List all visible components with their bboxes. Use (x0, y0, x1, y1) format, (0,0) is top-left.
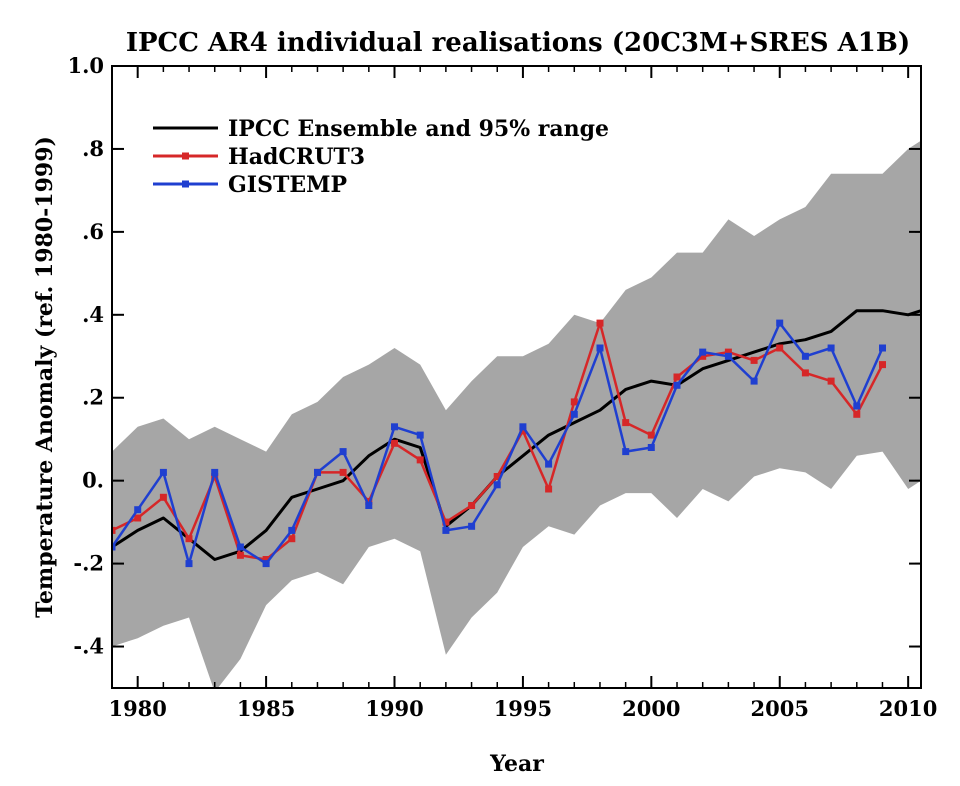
x-tick-label: 2005 (751, 696, 809, 721)
legend-label: HadCRUT3 (228, 144, 365, 170)
plot-frame (111, 65, 922, 689)
hadcrut3-point (159, 493, 167, 501)
band-layer (112, 140, 921, 688)
legend: IPCC Ensemble and 95% rangeHadCRUT3GISTE… (153, 116, 609, 198)
gistemp-point (339, 448, 347, 456)
gistemp-point (288, 526, 296, 534)
gistemp-point (211, 468, 219, 476)
gistemp-point (493, 481, 501, 489)
gistemp-point (314, 468, 321, 476)
gistemp-point (134, 506, 142, 514)
x-tick-label: 1980 (108, 696, 166, 721)
gistemp-point (391, 423, 398, 431)
hadcrut3-point (673, 373, 681, 381)
hadcrut3-point (801, 369, 809, 377)
hadcrut3-point (776, 344, 784, 352)
gistemp-point (776, 319, 784, 327)
chart-title: IPCC AR4 individual realisations (20C3M+… (126, 28, 910, 58)
gistemp-point (673, 381, 681, 389)
x-axis-label: Year (489, 751, 544, 777)
gistemp-point (879, 344, 886, 352)
y-axis-label: Temperature Anomaly (ref. 1980-1999) (32, 136, 58, 618)
hadcrut3-point (262, 556, 270, 563)
gistemp-series (112, 319, 886, 568)
hadcrut3-point (647, 431, 655, 439)
gistemp-point (596, 344, 604, 352)
gistemp-point (112, 543, 116, 551)
y-tick-label: -.4 (73, 634, 104, 659)
gistemp-point (750, 377, 758, 385)
legend-item-gistemp: GISTEMP (153, 172, 347, 198)
gistemp-point (570, 410, 578, 418)
hadcrut3-point (493, 473, 501, 480)
hadcrut3-point (185, 535, 193, 543)
hadcrut3-point (365, 497, 373, 505)
hadcrut3-point (339, 468, 347, 476)
y-tick-label: .8 (82, 136, 104, 161)
gistemp-point (622, 448, 630, 456)
hadcrut3-point (236, 551, 244, 559)
gistemp-point (801, 352, 809, 360)
legend-item-hadcrut3: HadCRUT3 (153, 144, 365, 170)
gistemp-point (519, 423, 527, 431)
hadcrut3-point (288, 535, 296, 543)
ipcc-ensemble-line (112, 309, 921, 561)
gistemp-point (365, 502, 373, 509)
hadcrut3-point (442, 518, 450, 526)
ensemble-95-range-band (112, 140, 921, 688)
gistemp-point (699, 348, 707, 356)
hadcrut3-point (416, 456, 424, 464)
gistemp-point (724, 352, 732, 360)
gistemp-point (647, 444, 655, 451)
x-tick-label: 1985 (237, 696, 295, 721)
series-layer (112, 309, 921, 568)
legend-swatch-marker (182, 180, 189, 188)
gistemp-point (442, 526, 450, 534)
gistemp-point (468, 522, 476, 530)
legend-swatch-marker (182, 152, 189, 160)
hadcrut3-point (519, 427, 527, 435)
hadcrut3-point (134, 514, 142, 522)
x-tick-label: 1995 (494, 696, 552, 721)
y-tick-label: .6 (82, 219, 104, 244)
gistemp-point (416, 431, 424, 439)
legend-label: GISTEMP (228, 172, 347, 198)
x-tick-label: 2000 (622, 696, 680, 721)
gistemp-point (159, 468, 167, 476)
gistemp-point (236, 543, 244, 551)
hadcrut3-point (112, 526, 116, 534)
hadcrut3-point (622, 419, 630, 427)
hadcrut3-point (853, 410, 861, 418)
y-tick-label: 1.0 (67, 53, 104, 78)
y-tick-label: .4 (82, 302, 104, 327)
hadcrut3-point (750, 356, 758, 364)
hadcrut3-point (596, 319, 604, 327)
legend-item-ipcc-ensemble: IPCC Ensemble and 95% range (153, 116, 609, 142)
hadcrut3-point (827, 377, 835, 385)
legend-label: IPCC Ensemble and 95% range (228, 116, 609, 142)
gistemp-point (827, 344, 835, 352)
gistemp-point (262, 560, 270, 568)
y-tick-label: .2 (82, 385, 104, 410)
y-tick-label: 0. (82, 468, 104, 493)
gistemp-point (185, 560, 193, 568)
x-tick-label: 2010 (879, 696, 937, 721)
ticks-layer: 1980 1985 1990 1995 2000 2005 2010 -.4 -.2 0. .2 .4… (67, 53, 937, 721)
hadcrut3-series (112, 319, 886, 563)
gistemp-point (853, 402, 861, 410)
hadcrut3-point (545, 485, 553, 493)
hadcrut3-point (879, 361, 886, 369)
y-tick-label: -.2 (73, 551, 104, 576)
hadcrut3-point (724, 348, 732, 356)
hadcrut3-point (699, 352, 707, 360)
ipcc-ensemble-series (112, 309, 921, 561)
hadcrut3-point (391, 439, 398, 447)
hadcrut3-point (570, 398, 578, 406)
hadcrut3-point (468, 502, 476, 509)
gistemp-point (545, 460, 553, 468)
x-tick-label: 1990 (365, 696, 423, 721)
